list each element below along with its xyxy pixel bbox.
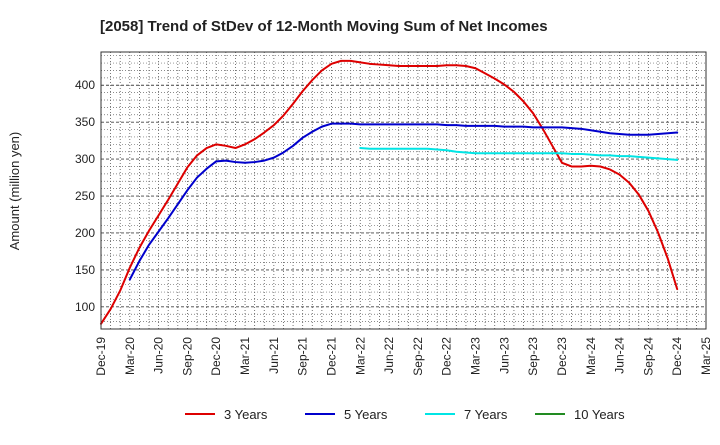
x-tick-label: Dec-23 — [555, 337, 569, 376]
x-tick-label: Sep-23 — [526, 337, 540, 376]
x-tick-label: Sep-21 — [296, 337, 310, 376]
x-tick-labels: Dec-19 Mar-20 Jun-20 Sep-20 Dec-20 Mar-21 Jun-… — [94, 337, 713, 376]
x-tick-label: Jun-23 — [497, 337, 511, 374]
x-tick-label: Mar-22 — [353, 337, 367, 375]
x-tick-label: Dec-24 — [670, 337, 684, 376]
x-tick-label: Mar-25 — [699, 337, 713, 375]
y-tick-label: 300 — [75, 152, 95, 166]
plot-border — [100, 51, 707, 330]
plot-area — [101, 52, 706, 329]
legend-label: 10 Years — [574, 407, 625, 422]
chart-title: [2058] Trend of StDev of 12-Month Moving… — [100, 18, 548, 35]
x-tick-label: Jun-20 — [152, 337, 166, 374]
x-tick-label: Sep-22 — [411, 337, 425, 376]
x-tick-label: Dec-22 — [440, 337, 454, 376]
x-tick-label: Mar-20 — [123, 337, 137, 375]
y-tick-label: 200 — [75, 226, 95, 240]
y-tick-label: 250 — [75, 189, 95, 203]
x-tick-label: Jun-24 — [613, 337, 627, 374]
x-tick-label: Mar-23 — [469, 337, 483, 375]
x-tick-label: Dec-21 — [324, 337, 338, 376]
x-tick-label: Jun-21 — [267, 337, 281, 374]
y-tick-labels: 100 150 200 250 300 350 400 — [75, 78, 95, 314]
legend-label: 3 Years — [224, 407, 268, 422]
x-tick-label: Jun-22 — [382, 337, 396, 374]
y-tick-label: 350 — [75, 115, 95, 129]
y-tick-label: 150 — [75, 263, 95, 277]
series-line-1 — [128, 122, 679, 281]
series-layer — [100, 59, 679, 325]
grid — [101, 52, 706, 329]
x-tick-label: Sep-20 — [180, 337, 194, 376]
series-line-0 — [100, 59, 679, 325]
x-tick-label: Sep-24 — [641, 337, 655, 376]
x-tick-label: Mar-21 — [238, 337, 252, 375]
legend-label: 5 Years — [344, 407, 388, 422]
legend-label: 7 Years — [464, 407, 508, 422]
series-line-2 — [359, 147, 679, 161]
y-axis-label: Amount (million yen) — [7, 132, 22, 251]
y-tick-label: 100 — [75, 300, 95, 314]
x-tick-label: Dec-20 — [209, 337, 223, 376]
legend: 3 Years 5 Years 7 Years 10 Years — [185, 407, 625, 422]
x-tick-label: Mar-24 — [584, 337, 598, 375]
x-tick-label: Dec-19 — [94, 337, 108, 376]
y-tick-label: 400 — [75, 78, 95, 92]
